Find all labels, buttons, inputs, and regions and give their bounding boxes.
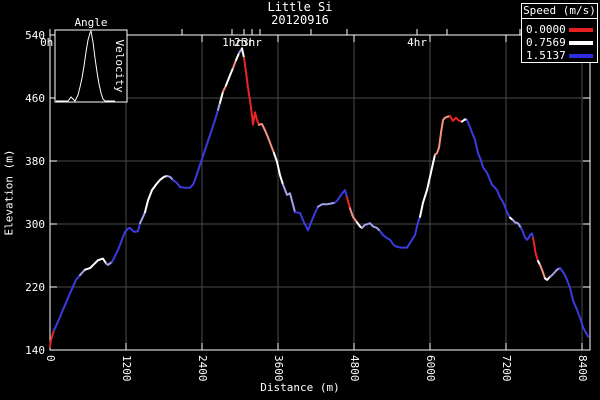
trace-segment: [243, 56, 260, 126]
x-tick-label: 2400: [196, 355, 209, 382]
inset-y-label: Velocity: [113, 39, 126, 93]
legend-entry: 0.7569: [522, 36, 597, 49]
trace-segment: [379, 215, 421, 249]
y-tick-label: 220: [25, 281, 45, 294]
trace-segment: [258, 123, 275, 155]
legend-entry: 0.0000: [522, 23, 597, 36]
trace-segment: [222, 84, 227, 93]
inset-curve: [56, 29, 115, 102]
trace-segment: [139, 211, 146, 225]
legend-entry-swatch: [569, 27, 593, 32]
trace-segment: [217, 101, 221, 111]
legend-entry-label: 0.7569: [526, 36, 566, 49]
trace-segment: [53, 274, 81, 332]
legend-entry-label: 0.0000: [526, 23, 566, 36]
trace-segment: [539, 263, 546, 280]
trace-segment: [219, 90, 224, 104]
trace-segment: [349, 207, 358, 224]
trace-segment: [172, 108, 219, 189]
trace-segment: [356, 221, 363, 229]
trace-segment: [466, 119, 511, 219]
trace-segment: [166, 175, 174, 181]
trace-segment: [105, 260, 113, 266]
legend-entry: 1.5137: [522, 49, 597, 62]
legend-entry-label: 1.5137: [526, 49, 566, 62]
trace-segment: [294, 205, 319, 232]
trace-segment: [225, 67, 234, 87]
elevation-trace: [49, 47, 589, 348]
trace-segment: [232, 59, 237, 70]
trace-segment: [361, 222, 381, 233]
legend-entry-swatch: [569, 40, 593, 45]
chart-subtitle: 20120916: [271, 13, 329, 27]
trace-segment: [532, 237, 539, 262]
time-tick-label: 4hr: [407, 36, 427, 49]
trace-segment: [434, 115, 451, 156]
gridlines: [50, 35, 590, 350]
trace-segment: [144, 175, 168, 214]
trace-segment: [449, 115, 463, 123]
x-tick-label: 3600: [272, 355, 285, 382]
inset-box: [54, 29, 128, 103]
trace-segment: [273, 152, 284, 186]
speed-legend: Speed (m/s) 0.0000 0.7569 1.5137: [521, 3, 598, 63]
axis-ticks: [49, 34, 590, 351]
x-tick-label: 7200: [500, 355, 513, 381]
trace-segment: [346, 196, 351, 210]
time-tick-label: 3hr: [242, 36, 262, 49]
y-tick-label: 380: [25, 155, 45, 168]
tick-labels: 0 1200 2400 3600 4800 6000 7200 8400 140 220 300 38…: [25, 29, 589, 382]
trace-segment: [559, 267, 589, 338]
time-tick-label: 2hr: [234, 36, 254, 49]
y-tick-label: 300: [25, 218, 45, 231]
x-axis-label: Distance (m): [260, 381, 340, 394]
x-tick-label: 8400: [576, 355, 589, 382]
legend-entry-swatch: [569, 53, 593, 58]
y-axis-label: Elevation (m): [2, 149, 16, 236]
trace-segment: [235, 52, 240, 62]
time-tick-label: 1hr: [222, 36, 242, 49]
x-tick-label: 1200: [120, 355, 133, 382]
trace-segment: [512, 219, 522, 229]
x-tick-label: 0: [44, 355, 57, 362]
trace-segment: [282, 183, 296, 214]
trace-segment: [549, 267, 561, 278]
trace-segment: [49, 329, 55, 348]
trace-segment: [79, 268, 86, 277]
angle-inset: [54, 29, 128, 103]
y-tick-label: 540: [25, 29, 45, 42]
chart-title: Little Si: [267, 0, 333, 14]
inset-title: Angle: [74, 16, 108, 29]
trace-segment: [317, 201, 336, 208]
x-tick-label: 6000: [424, 355, 437, 382]
trace-segment: [84, 257, 107, 271]
plot-border: [49, 34, 591, 351]
legend-title: Speed (m/s): [522, 4, 597, 19]
trace-segment: [419, 153, 436, 218]
trace-segment: [334, 189, 348, 204]
legend-rows: 0.0000 0.7569 1.5137: [522, 19, 597, 62]
trace-segment: [241, 47, 245, 59]
trace-segment: [544, 275, 551, 281]
trace-segment: [111, 222, 141, 263]
y-tick-label: 460: [25, 92, 45, 105]
y-tick-label: 140: [25, 344, 45, 357]
x-tick-label: 4800: [348, 355, 361, 382]
trace-segment: [520, 226, 534, 241]
